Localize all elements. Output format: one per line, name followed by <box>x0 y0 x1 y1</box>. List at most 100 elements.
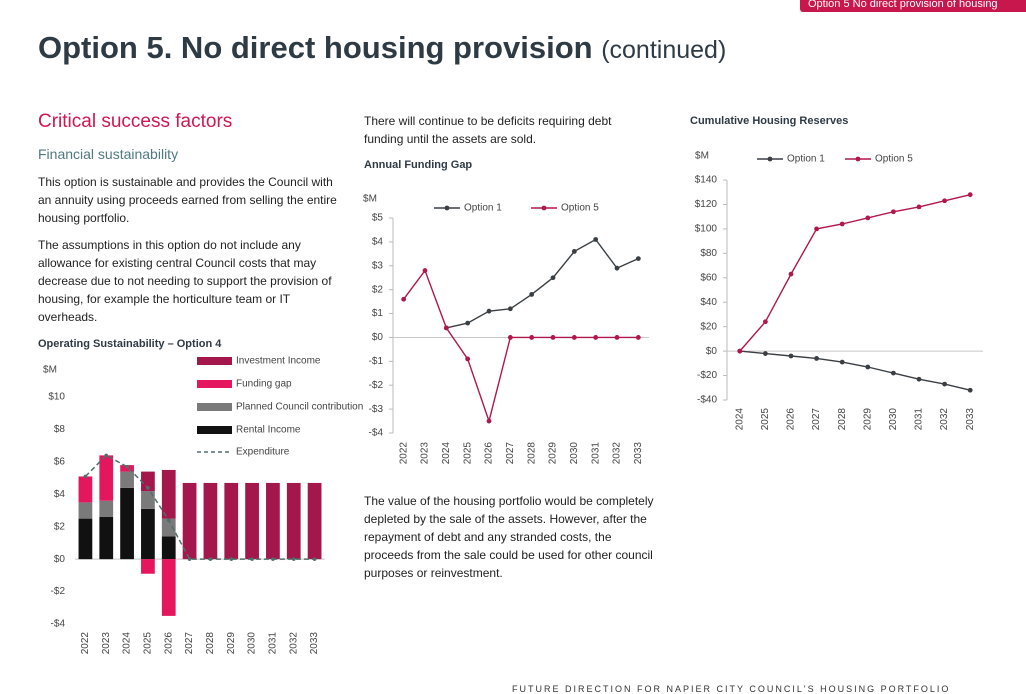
point <box>465 320 471 326</box>
x-tick-label: 2028 <box>837 408 848 431</box>
footer: FUTURE DIRECTION FOR NAPIER CITY COUNCIL… <box>512 684 951 694</box>
title-text: Option 5. No direct housing provision <box>38 30 593 65</box>
x-tick-label: 2022 <box>398 442 409 465</box>
bar-segment <box>224 482 239 560</box>
point <box>593 237 599 242</box>
bar-segment <box>78 518 93 560</box>
bar-segment <box>99 500 114 517</box>
point <box>814 356 819 361</box>
legend-label: Investment Income <box>236 356 321 367</box>
x-tick-label: 2025 <box>760 408 771 431</box>
point <box>788 353 794 359</box>
legend-label: Rental Income <box>236 425 301 436</box>
bar-segment <box>161 469 176 519</box>
x-tick-label: 2027 <box>811 408 822 431</box>
point <box>891 370 896 376</box>
y-tick-label: -$2 <box>51 586 66 597</box>
x-tick-label: 2029 <box>548 442 559 465</box>
x-tick-label: 2032 <box>939 408 950 431</box>
bar-segment <box>266 482 280 560</box>
bar-segment <box>141 491 155 509</box>
point <box>229 557 234 561</box>
bar-segment <box>120 471 134 488</box>
point <box>737 348 743 354</box>
y-tick-label: $2 <box>54 521 66 532</box>
point <box>507 306 513 312</box>
series-line <box>739 350 971 391</box>
y-tick-label: -$1 <box>369 356 384 367</box>
y-tick-label: $80 <box>700 248 717 259</box>
point <box>593 335 599 340</box>
bar-segment <box>120 487 134 560</box>
point <box>814 226 819 232</box>
x-tick-label: 2023 <box>420 442 431 465</box>
point <box>187 557 192 561</box>
x-tick-label: 2023 <box>101 632 112 655</box>
point <box>916 376 922 382</box>
point <box>635 335 641 340</box>
section-subheading: Financial sustainability <box>38 146 179 162</box>
point <box>550 275 556 281</box>
bar-segment <box>78 476 93 503</box>
y-tick-label: $20 <box>700 321 717 332</box>
x-tick-label: 2031 <box>590 442 601 465</box>
y-axis-unit: $M <box>43 365 57 376</box>
point <box>312 557 317 561</box>
bar-segment <box>141 508 155 560</box>
point <box>763 319 768 325</box>
legend-swatch <box>197 403 232 411</box>
paragraph: The assumptions in this option do not in… <box>38 238 332 324</box>
bar-segment <box>161 559 176 616</box>
x-tick-label: 2031 <box>268 632 279 655</box>
point <box>291 557 296 561</box>
y-tick-label: -$4 <box>369 428 384 439</box>
point <box>529 335 535 340</box>
point <box>967 387 973 393</box>
y-axis-unit: $M <box>363 194 377 205</box>
y-tick-label: $0 <box>372 332 384 343</box>
point <box>571 335 577 340</box>
section-heading: Critical success factors <box>38 111 233 132</box>
bar-segment <box>182 482 197 560</box>
bar-segment <box>245 482 259 560</box>
x-tick-label: 2032 <box>288 632 299 655</box>
section-tag: Option 5 No direct provision of housing <box>800 0 1026 12</box>
legend-swatch <box>197 357 232 365</box>
x-tick-label: 2031 <box>914 408 925 431</box>
legend-label: Option 5 <box>875 154 913 165</box>
y-tick-label: $8 <box>54 424 66 435</box>
bar-segment <box>78 502 93 519</box>
x-tick-label: 2027 <box>184 632 195 655</box>
legend-label: Funding gap <box>236 379 292 390</box>
x-tick-label: 2026 <box>163 632 174 655</box>
y-tick-label: $0 <box>54 554 66 565</box>
point <box>208 557 213 561</box>
point <box>271 557 275 561</box>
y-tick-label: -$3 <box>369 404 384 415</box>
point <box>422 268 428 273</box>
x-tick-label: 2022 <box>80 632 91 655</box>
legend-label: Option 1 <box>464 203 502 214</box>
x-tick-label: 2030 <box>569 442 580 465</box>
x-tick-label: 2032 <box>612 442 623 465</box>
point <box>125 464 129 469</box>
point <box>146 486 150 490</box>
point <box>550 335 556 340</box>
point <box>788 271 794 277</box>
point <box>104 453 109 458</box>
bar-segment <box>99 516 114 560</box>
point <box>865 364 871 370</box>
x-tick-label: 2033 <box>309 632 320 655</box>
bar-segment <box>203 482 218 560</box>
point <box>486 308 492 314</box>
legend-swatch-dot <box>855 156 861 162</box>
y-tick-label: $6 <box>54 456 66 467</box>
x-tick-label: 2025 <box>143 632 154 655</box>
point <box>763 351 768 356</box>
series-line <box>739 193 971 352</box>
bar-segment <box>161 518 176 537</box>
bar-segment <box>286 482 301 560</box>
bar-segment <box>141 559 155 574</box>
point <box>507 335 513 340</box>
y-tick-label: $10 <box>48 392 65 403</box>
